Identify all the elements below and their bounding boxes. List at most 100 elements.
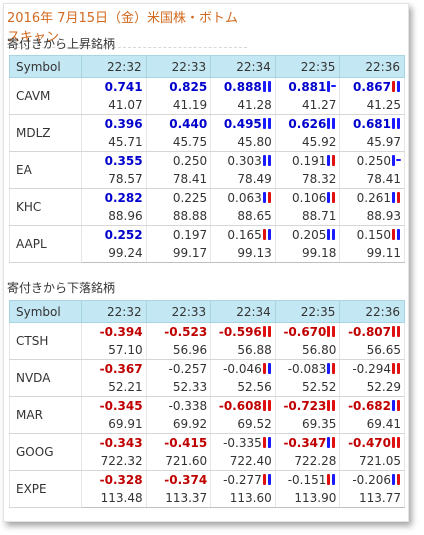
change-value: 0.205 bbox=[292, 228, 327, 242]
scan-card: 2016年 7月15日（金）米国株・ボトムスキャン 寄付きから上昇銘柄 Symb… bbox=[3, 3, 409, 522]
trend-bars-icon bbox=[262, 326, 272, 337]
change-cell: -0.206 bbox=[339, 470, 405, 489]
change-cell: 0.440 bbox=[145, 114, 212, 133]
price-cell: 69.52 bbox=[210, 415, 276, 434]
stock-price-row: 99.24 99.17 99.13 99.18 99.11 bbox=[10, 244, 405, 263]
change-cell: -0.807 bbox=[339, 322, 405, 341]
change-value: -0.394 bbox=[99, 325, 143, 339]
change-cell: -0.294 bbox=[339, 359, 405, 378]
change-value: -0.343 bbox=[99, 436, 143, 450]
change-value: -0.151 bbox=[287, 473, 327, 487]
change-cell: -0.682 bbox=[339, 396, 405, 415]
stock-symbol: CTSH bbox=[9, 322, 82, 360]
trend-bars-icon bbox=[262, 229, 272, 240]
trend-bars-icon bbox=[327, 192, 336, 203]
price-cell: 88.88 bbox=[145, 207, 212, 226]
change-value: 0.888 bbox=[223, 80, 262, 94]
price-cell: 69.92 bbox=[145, 415, 212, 434]
up-table: Symbol 22:32 22:33 22:34 22:35 22:36 CAV… bbox=[9, 55, 405, 263]
column-header-time: 22:35 bbox=[274, 300, 341, 323]
change-value: 0.197 bbox=[172, 228, 208, 242]
price-cell: 88.71 bbox=[274, 207, 341, 226]
change-value: -0.608 bbox=[218, 399, 262, 413]
change-cell: 0.191 bbox=[274, 151, 341, 170]
change-cell: 0.495 bbox=[210, 114, 276, 133]
column-header-time: 22:32 bbox=[81, 300, 147, 323]
column-header-symbol: Symbol bbox=[9, 55, 82, 78]
change-cell: -0.374 bbox=[145, 470, 212, 489]
change-value: -0.470 bbox=[348, 436, 391, 450]
up-table-header: Symbol 22:32 22:33 22:34 22:35 22:36 bbox=[9, 55, 405, 78]
trend-bars-icon bbox=[392, 474, 401, 485]
trend-bars-icon bbox=[262, 474, 272, 485]
trend-bars-icon bbox=[262, 437, 272, 448]
down-section-heading: 寄付きから下落銘柄 bbox=[7, 281, 116, 295]
up-section-heading: 寄付きから上昇銘柄 bbox=[7, 37, 116, 51]
column-header-time: 22:33 bbox=[145, 55, 212, 78]
trend-bars-icon bbox=[392, 400, 401, 411]
change-cell: -0.338 bbox=[145, 396, 212, 415]
change-cell: 0.106 bbox=[274, 188, 341, 207]
stock-change-row: CAVM 0.741 0.825 0.888 0.881 0.867 bbox=[9, 77, 405, 115]
price-cell: 78.41 bbox=[145, 170, 212, 189]
trend-bars-icon bbox=[327, 400, 336, 411]
change-value: -0.367 bbox=[99, 362, 143, 376]
change-cell: -0.277 bbox=[210, 470, 276, 489]
change-value: 0.165 bbox=[227, 228, 262, 242]
price-cell: 88.96 bbox=[81, 207, 147, 226]
price-cell: 99.11 bbox=[339, 244, 405, 263]
column-header-time: 22:34 bbox=[210, 55, 276, 78]
change-cell: -0.523 bbox=[145, 322, 212, 341]
trend-bars-icon bbox=[392, 437, 401, 448]
trend-bars-icon bbox=[327, 229, 336, 240]
price-cell: 52.33 bbox=[145, 378, 212, 397]
change-value: 0.261 bbox=[356, 191, 391, 205]
trend-bars-icon bbox=[262, 192, 272, 203]
stock-change-row: GOOG -0.343 -0.415 -0.335 -0.347 -0.470 bbox=[9, 433, 405, 471]
change-value: 0.250 bbox=[172, 154, 208, 168]
trend-bars-icon bbox=[327, 363, 336, 374]
trend-bars-icon bbox=[392, 118, 401, 129]
price-cell: 41.07 bbox=[81, 96, 147, 115]
price-cell: 78.49 bbox=[210, 170, 276, 189]
change-value: 0.355 bbox=[104, 154, 143, 168]
trend-bars-icon bbox=[327, 155, 336, 166]
price-cell: 113.77 bbox=[339, 489, 405, 508]
stock-price-row: 78.57 78.41 78.49 78.32 78.41 bbox=[10, 170, 405, 189]
price-cell: 78.32 bbox=[274, 170, 341, 189]
change-value: -0.294 bbox=[352, 362, 391, 376]
price-cell: 41.28 bbox=[210, 96, 276, 115]
change-value: -0.338 bbox=[168, 399, 208, 413]
stock-symbol: EA bbox=[9, 151, 82, 189]
price-cell: 45.71 bbox=[81, 133, 147, 152]
stock-change-row: MAR -0.345 -0.338 -0.608 -0.723 -0.682 bbox=[9, 396, 405, 434]
change-cell: 0.303 bbox=[210, 151, 276, 170]
change-value: -0.335 bbox=[223, 436, 262, 450]
change-cell: -0.470 bbox=[339, 433, 405, 452]
change-value: 0.063 bbox=[227, 191, 262, 205]
change-cell: 0.681 bbox=[339, 114, 405, 133]
change-value: -0.347 bbox=[283, 436, 327, 450]
trend-bars-icon bbox=[262, 81, 272, 92]
change-cell: -0.257 bbox=[145, 359, 212, 378]
trend-bars-icon bbox=[392, 363, 401, 374]
trend-bars-icon bbox=[327, 437, 336, 448]
change-value: 0.191 bbox=[292, 154, 327, 168]
price-cell: 88.65 bbox=[210, 207, 276, 226]
change-value: 0.867 bbox=[353, 80, 391, 94]
change-cell: 0.867 bbox=[339, 77, 405, 96]
price-cell: 99.17 bbox=[145, 244, 212, 263]
price-cell: 113.37 bbox=[145, 489, 212, 508]
change-value: -0.596 bbox=[218, 325, 262, 339]
stock-price-row: 57.10 56.96 56.88 56.80 56.65 bbox=[10, 341, 405, 360]
change-value: 0.396 bbox=[104, 117, 143, 131]
price-cell: 78.41 bbox=[339, 170, 405, 189]
price-cell: 113.60 bbox=[210, 489, 276, 508]
change-value: 0.741 bbox=[104, 80, 143, 94]
price-cell: 52.52 bbox=[274, 378, 341, 397]
stock-change-row: EA 0.355 0.250 0.303 0.191 0.250 bbox=[9, 151, 405, 189]
change-value: -0.682 bbox=[348, 399, 391, 413]
trend-bars-icon bbox=[392, 192, 401, 203]
stock-change-row: EXPE -0.328 -0.374 -0.277 -0.151 -0.206 bbox=[9, 470, 405, 508]
down-table: Symbol 22:32 22:33 22:34 22:35 22:36 CTS… bbox=[9, 300, 405, 508]
